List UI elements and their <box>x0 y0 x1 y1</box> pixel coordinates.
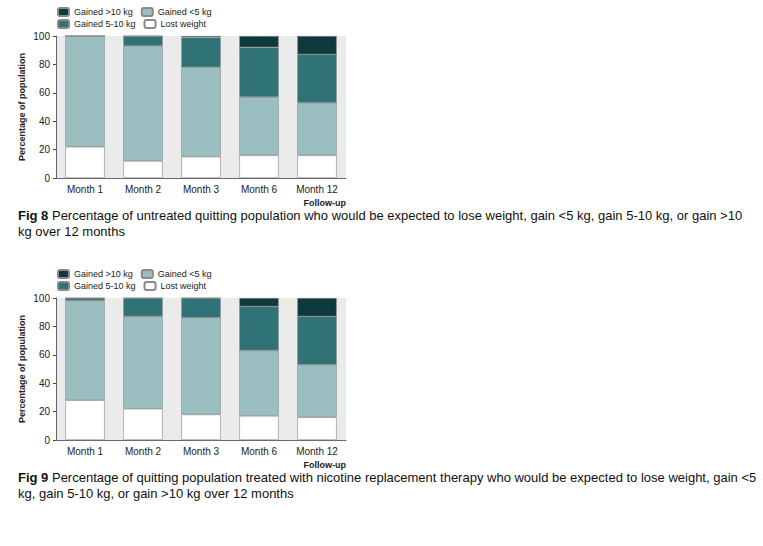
html-text:Fig 8 Percentage of untreated: Fig 8 Percentage of untreated quitting p… <box>18 208 743 239</box>
svg-text:Follow-up: Follow-up <box>304 460 347 470</box>
svg-text:Follow-up: Follow-up <box>304 198 347 208</box>
svg-text:60: 60 <box>39 87 51 98</box>
svg-text:Lost weight: Lost weight <box>161 281 207 291</box>
svg-text:Month 6: Month 6 <box>241 184 278 195</box>
svg-text:40: 40 <box>39 116 51 127</box>
svg-text:80: 80 <box>39 59 51 70</box>
svg-text:20: 20 <box>39 144 51 155</box>
svg-text:Gained >10 kg: Gained >10 kg <box>74 7 133 17</box>
svg-text:Gained <5 kg: Gained <5 kg <box>158 269 212 279</box>
svg-text:Month 2: Month 2 <box>125 184 162 195</box>
svg-text:Month 1: Month 1 <box>67 184 104 195</box>
svg-text:Month 6: Month 6 <box>241 446 278 457</box>
svg-text:100: 100 <box>33 293 50 304</box>
svg-text:Lost weight: Lost weight <box>161 19 207 29</box>
svg-text:0: 0 <box>44 173 50 184</box>
svg-text:20: 20 <box>39 406 51 417</box>
svg-text:0: 0 <box>44 435 50 446</box>
svg-text:Gained 5-10 kg: Gained 5-10 kg <box>74 281 136 291</box>
svg-text:Month 12: Month 12 <box>296 446 338 457</box>
svg-text:Month 1: Month 1 <box>67 446 104 457</box>
svg-text:40: 40 <box>39 378 51 389</box>
html-text:Fig 9 Percentage of quitting p: Fig 9 Percentage of quitting population … <box>18 470 757 501</box>
svg-text:Month 2: Month 2 <box>125 446 162 457</box>
svg-text:Month 12: Month 12 <box>296 184 338 195</box>
svg-text:Gained <5 kg: Gained <5 kg <box>158 7 212 17</box>
svg-text:Percentage of population: Percentage of population <box>17 315 27 423</box>
svg-text:Gained 5-10 kg: Gained 5-10 kg <box>74 19 136 29</box>
svg-text:Month 3: Month 3 <box>183 446 220 457</box>
svg-text:Percentage of population: Percentage of population <box>17 53 27 161</box>
svg-text:100: 100 <box>33 31 50 42</box>
svg-text:Month 3: Month 3 <box>183 184 220 195</box>
svg-text:60: 60 <box>39 349 51 360</box>
svg-text:80: 80 <box>39 321 51 332</box>
svg-text:Gained >10 kg: Gained >10 kg <box>74 269 133 279</box>
